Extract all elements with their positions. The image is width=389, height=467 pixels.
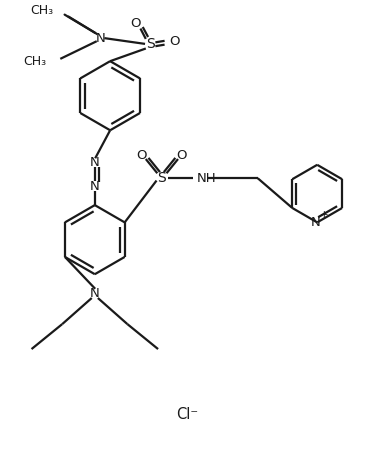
Text: N: N bbox=[310, 216, 320, 229]
Text: O: O bbox=[137, 149, 147, 162]
Text: O: O bbox=[177, 149, 187, 162]
Text: S: S bbox=[146, 37, 155, 51]
Text: Cl⁻: Cl⁻ bbox=[176, 407, 198, 422]
Text: N: N bbox=[90, 156, 100, 169]
Text: O: O bbox=[131, 17, 141, 30]
Text: N: N bbox=[96, 32, 105, 45]
Text: N: N bbox=[90, 180, 100, 193]
Text: CH₃: CH₃ bbox=[31, 4, 54, 17]
Text: S: S bbox=[158, 171, 166, 185]
Text: O: O bbox=[170, 35, 180, 49]
Text: CH₃: CH₃ bbox=[23, 55, 46, 68]
Text: NH: NH bbox=[196, 172, 216, 185]
Text: N: N bbox=[90, 287, 100, 300]
Text: +: + bbox=[320, 211, 328, 220]
